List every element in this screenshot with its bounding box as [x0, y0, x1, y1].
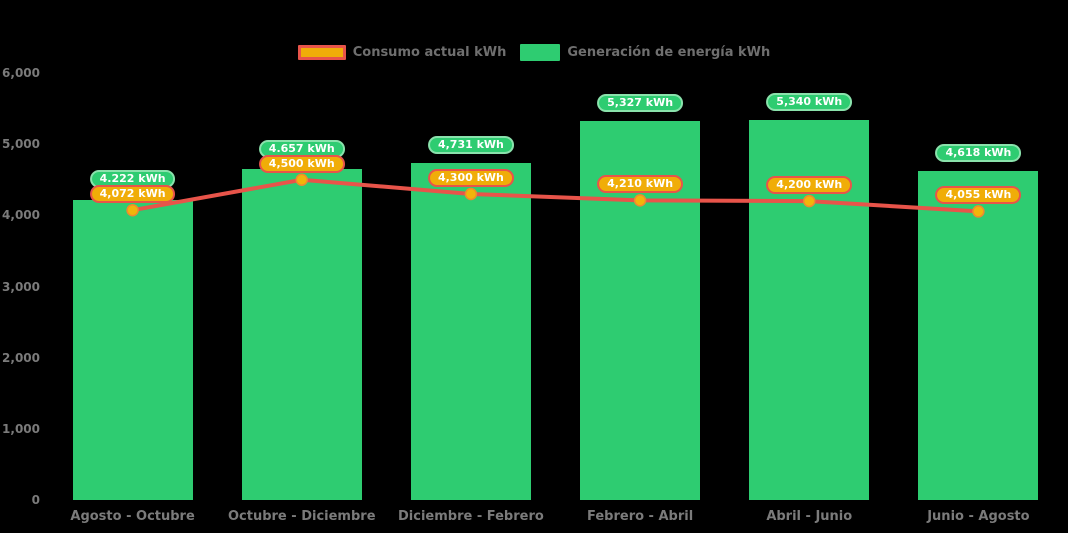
consumption-value-label: 4,055 kWh: [935, 186, 1022, 205]
y-axis-tick-label: 4,000: [2, 208, 40, 223]
x-axis-label: Abril - Junio: [766, 509, 853, 524]
legend: Consumo actual kWh Generación de energía…: [0, 44, 1068, 61]
x-axis-label: Febrero - Abril: [586, 509, 694, 524]
generation-bar: [241, 168, 362, 500]
x-axis-label: Octubre - Diciembre: [227, 509, 376, 524]
x-axis-label: Agosto - Octubre: [70, 509, 195, 524]
legend-label-consumo: Consumo actual kWh: [352, 45, 507, 60]
bar-series-swatch-icon: [520, 44, 561, 61]
generation-value-label: 5,327 kWh: [597, 93, 684, 112]
consumption-value-label: 4,210 kWh: [597, 175, 684, 194]
generation-value-label: 5,340 kWh: [766, 92, 853, 111]
y-axis-tick-label: 0: [31, 493, 40, 507]
y-axis-tick-label: 6,000: [2, 66, 40, 80]
y-axis-tick-label: 5,000: [2, 137, 40, 152]
generation-value-label: 4,731 kWh: [427, 136, 514, 155]
consumption-value-label: 4,300 kWh: [427, 168, 514, 187]
y-axis-tick-label: 3,000: [2, 279, 40, 294]
legend-label-generacion: Generación de energía kWh: [567, 45, 771, 60]
generation-bar: [918, 171, 1039, 500]
generation-bar: [72, 199, 193, 500]
y-axis-tick-label: 1,000: [2, 421, 40, 436]
generation-value-label: 4,618 kWh: [935, 144, 1022, 163]
legend-item-consumo[interactable]: Consumo actual kWh: [297, 45, 507, 60]
y-axis-tick-label: 2,000: [2, 350, 40, 365]
consumption-value-label: 4,072 kWh: [89, 185, 176, 204]
x-axis-label: Junio - Agosto: [927, 509, 1030, 524]
generation-value-label: 4.222 kWh: [89, 170, 176, 189]
generation-bar: [410, 163, 531, 500]
consumption-value-label: 4,500 kWh: [258, 154, 345, 173]
consumption-value-label: 4,200 kWh: [766, 176, 853, 195]
line-series-swatch-icon: [297, 45, 346, 60]
legend-item-generacion[interactable]: Generación de energía kWh: [520, 44, 770, 61]
x-axis-label: Diciembre - Febrero: [398, 509, 544, 524]
